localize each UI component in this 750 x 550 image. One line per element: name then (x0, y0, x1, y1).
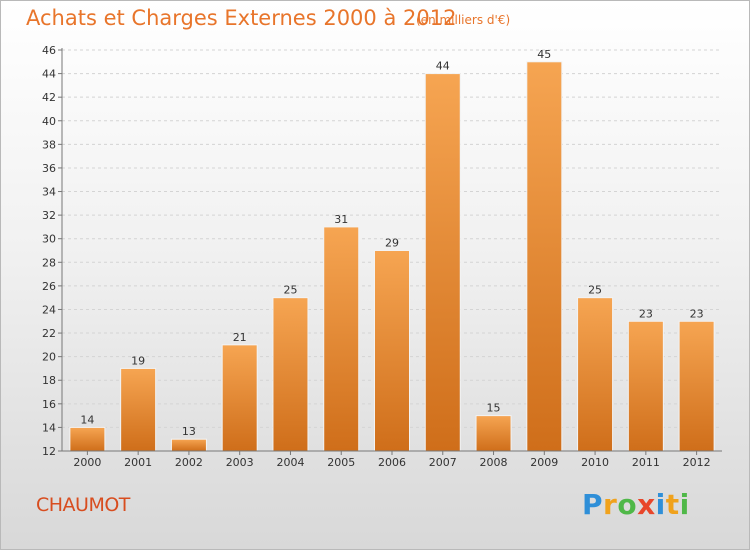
bar-2004 (272, 297, 309, 452)
bar-2010 (577, 297, 614, 452)
x-tick-label: 2005 (327, 456, 355, 469)
y-tick-label: 28 (42, 256, 56, 269)
bar-2009 (526, 61, 563, 452)
x-tick-label: 2008 (480, 456, 508, 469)
x-tick-label: 2009 (530, 456, 558, 469)
y-tick-label: 38 (42, 138, 56, 151)
value-label: 23 (639, 307, 653, 320)
y-tick-label: 30 (42, 233, 56, 246)
y-tick-label: 46 (42, 44, 56, 57)
y-tick-label: 40 (42, 115, 56, 128)
axes (58, 48, 722, 455)
y-tick-label: 42 (42, 91, 56, 104)
value-label: 13 (182, 425, 196, 438)
x-tick-label: 2004 (276, 456, 304, 469)
y-tick-label: 44 (42, 68, 56, 81)
labels: 12 14 16 18 20 22 24 26 28 30 32 34 36 38 40 42 44 46 14 20… (42, 44, 711, 469)
value-label: 15 (487, 402, 501, 415)
y-tick-label: 24 (42, 303, 56, 316)
bar-2007 (424, 73, 461, 452)
x-tick-label: 2011 (632, 456, 660, 469)
y-tick-label: 32 (42, 209, 56, 222)
value-label: 45 (537, 48, 551, 61)
y-tick-label: 16 (42, 398, 56, 411)
y-tick-label: 34 (42, 186, 56, 199)
value-label: 23 (690, 307, 704, 320)
x-tick-label: 2003 (226, 456, 254, 469)
x-tick-label: 2006 (378, 456, 406, 469)
bar-2005 (323, 226, 360, 452)
bar-2002 (170, 438, 207, 452)
bar-2001 (120, 367, 157, 452)
bars (69, 61, 715, 452)
proxiti-logo: Proxiti (582, 488, 690, 521)
bar-2012 (678, 320, 715, 452)
x-tick-label: 2010 (581, 456, 609, 469)
value-label: 19 (131, 354, 145, 367)
y-tick-label: 12 (42, 445, 56, 458)
value-label: 21 (233, 331, 247, 344)
y-tick-label: 36 (42, 162, 56, 175)
commune-name: CHAUMOT (36, 494, 130, 516)
x-tick-label: 2001 (124, 456, 152, 469)
bar-2011 (627, 320, 664, 452)
chart-subtitle: (en milliers d'€) (416, 13, 511, 27)
x-tick-label: 2007 (429, 456, 457, 469)
x-tick-label: 2000 (73, 456, 101, 469)
chart-title: Achats et Charges Externes 2000 à 2012 (26, 6, 457, 30)
value-label: 25 (283, 284, 297, 297)
bar-2000 (69, 426, 106, 452)
value-label: 31 (334, 213, 348, 226)
x-tick-label: 2012 (683, 456, 711, 469)
value-label: 44 (436, 60, 450, 73)
value-label: 25 (588, 284, 602, 297)
y-tick-label: 18 (42, 374, 56, 387)
y-tick-label: 20 (42, 351, 56, 364)
value-label: 14 (80, 413, 94, 426)
y-tick-label: 26 (42, 280, 56, 293)
bar-2006 (374, 250, 410, 452)
bar-2003 (221, 344, 258, 452)
value-label: 29 (385, 237, 399, 250)
bar-2008 (475, 415, 512, 452)
y-tick-label: 22 (42, 327, 56, 340)
x-tick-label: 2002 (175, 456, 203, 469)
y-tick-label: 14 (42, 421, 56, 434)
